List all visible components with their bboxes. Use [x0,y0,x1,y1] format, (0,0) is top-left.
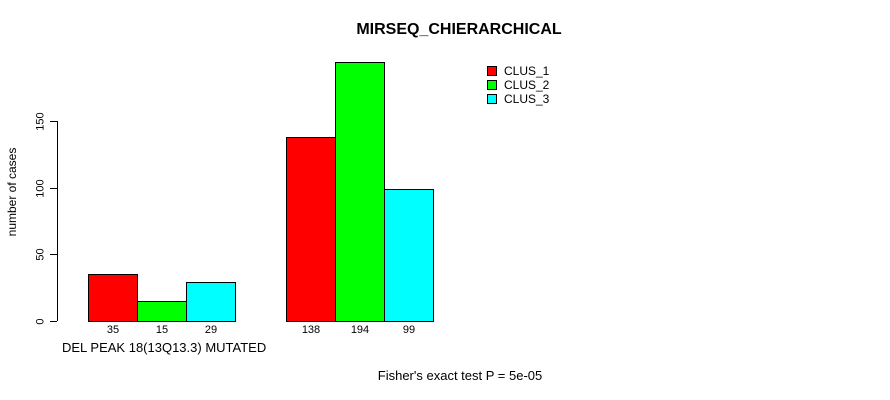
y-tick-mark [50,321,57,322]
legend-label: CLUS_1 [504,64,550,78]
legend-item-clus_3: CLUS_3 [487,92,549,106]
y-axis-label: number of cases [5,147,19,237]
x-axis-group-label: DEL PEAK 18(13Q13.3) MUTATED [62,340,267,355]
bar-value-label: 35 [106,324,120,336]
bar-clus_1-group2 [286,137,336,322]
y-tick-label: 100 [34,179,47,198]
bar-clus_3-group1 [186,282,236,322]
y-tick-mark [50,254,57,255]
bar-value-label: 99 [402,324,416,336]
legend-item-clus_1: CLUS_1 [487,64,549,78]
footer-annotation: Fisher's exact test P = 5e-05 [377,368,543,383]
bar-value-label: 194 [350,324,370,336]
y-tick-label: 150 [34,112,47,131]
bar-value-label: 15 [155,324,169,336]
bar-value-label: 29 [204,324,218,336]
legend: CLUS_1 CLUS_2 CLUS_3 [487,64,549,106]
legend-item-clus_2: CLUS_2 [487,78,549,92]
legend-label: CLUS_3 [504,92,550,106]
legend-swatch-icon [487,94,497,104]
bar-clus_2-group2 [335,62,385,322]
bar-value-label: 138 [301,324,321,336]
y-tick-mark [50,188,57,189]
chart-title: MIRSEQ_CHIERARCHICAL [356,21,562,38]
legend-swatch-icon [487,66,497,76]
y-tick-label: 0 [34,318,47,325]
y-tick-label: 50 [34,248,47,261]
legend-label: CLUS_2 [504,78,550,92]
y-tick-mark [50,121,57,122]
legend-swatch-icon [487,80,497,90]
bar-clus_3-group2 [384,189,434,322]
bar-clus_1-group1 [88,274,138,322]
bar-clus_2-group1 [137,301,187,322]
y-axis-line [57,121,58,321]
